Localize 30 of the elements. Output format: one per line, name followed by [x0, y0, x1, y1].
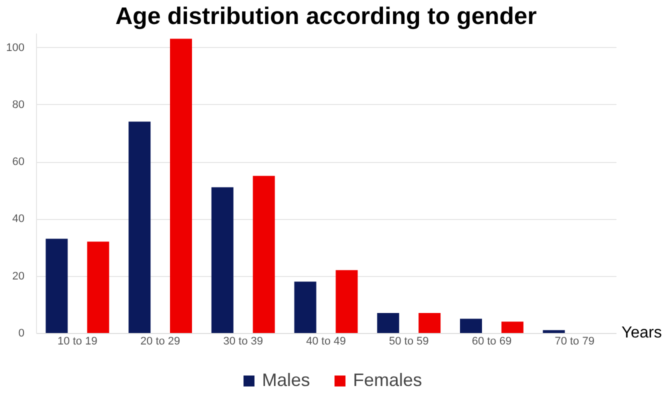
- bar: [252, 176, 275, 333]
- bar: [336, 270, 358, 333]
- legend-label: Males: [262, 370, 310, 390]
- bar: [87, 242, 110, 333]
- bar: [418, 313, 441, 333]
- y-tick-label: 100: [6, 42, 24, 54]
- bar: [128, 122, 151, 333]
- x-tick-label: 50 to 59: [388, 336, 429, 348]
- y-tick-label: 60: [12, 156, 24, 168]
- y-tick-label: 20: [12, 270, 24, 282]
- bar: [377, 313, 400, 333]
- bar: [46, 238, 68, 333]
- x-tick-label: 30 to 39: [223, 336, 264, 348]
- x-tick-label: 20 to 29: [140, 336, 180, 348]
- legend-label: Females: [353, 370, 422, 390]
- bar: [542, 330, 565, 333]
- y-tick-label: 0: [18, 328, 24, 340]
- y-tick-label: 40: [12, 213, 24, 226]
- bar: [501, 322, 524, 333]
- x-tick-label: 10 to 19: [58, 336, 98, 348]
- bar: [211, 187, 234, 333]
- x-tick-label: 70 to 79: [554, 336, 594, 348]
- x-tick-label: 60 to 69: [472, 336, 512, 348]
- bar: [460, 318, 482, 333]
- chart-title: Age distribution according to gender: [115, 3, 537, 30]
- bar: [170, 38, 192, 333]
- x-tick-label: 40 to 49: [306, 336, 346, 348]
- bar: [294, 282, 316, 333]
- x-axis-title: Years: [622, 324, 662, 342]
- y-tick-label: 80: [12, 98, 24, 111]
